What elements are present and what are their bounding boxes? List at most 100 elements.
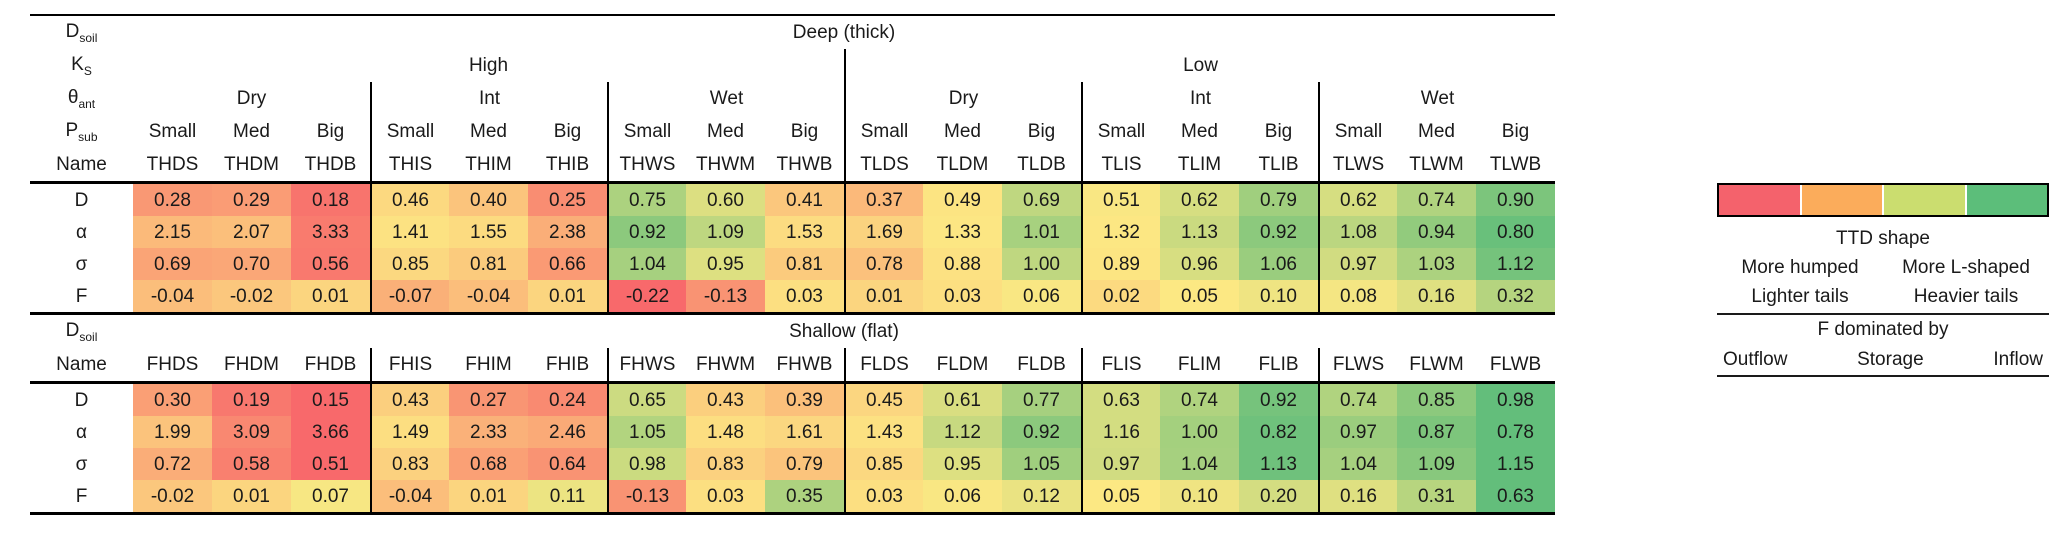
legend-segment-orange <box>1801 185 1882 215</box>
value-cell: 0.74 <box>1318 384 1397 416</box>
value-cell: 0.08 <box>1318 280 1397 312</box>
value-cell: 0.01 <box>528 280 607 312</box>
value-cell: 0.10 <box>1160 480 1239 512</box>
value-cell: 0.41 <box>765 184 844 216</box>
value-cell: 0.85 <box>1397 384 1476 416</box>
value-cell: 0.63 <box>1081 384 1160 416</box>
value-cell: 1.08 <box>1318 216 1397 248</box>
value-cell: -0.13 <box>686 280 765 312</box>
value-cell: -0.04 <box>449 280 528 312</box>
value-cell: 1.32 <box>1081 216 1160 248</box>
value-cell: 0.56 <box>291 248 370 280</box>
value-cell: 0.45 <box>844 384 923 416</box>
value-cell: 0.74 <box>1397 184 1476 216</box>
table-row: Name THDS THDM THDB THIS THIM THIB THWS THWM THWB… <box>30 148 1555 184</box>
value-cell: 0.90 <box>1476 184 1555 216</box>
legend-shape-left: More humped <box>1741 257 1859 278</box>
value-cell: 0.39 <box>765 384 844 416</box>
table-row: Dsoil Shallow (flat) <box>30 315 1555 348</box>
value-cell: 1.09 <box>1397 448 1476 480</box>
value-cell: 0.85 <box>844 448 923 480</box>
table-row: D 0.30 0.19 0.15 0.43 0.27 0.24 0.65 0.43 0.39 0.4… <box>30 384 1555 416</box>
value-cell: 1.15 <box>1476 448 1555 480</box>
col-name: FHWB <box>776 354 833 375</box>
param-label-psub: Psub <box>65 119 98 144</box>
col-name: THWB <box>776 154 833 175</box>
psub-label: Med <box>470 121 507 142</box>
row-label: α <box>76 421 87 443</box>
value-cell: 1.69 <box>844 216 923 248</box>
value-cell: 1.53 <box>765 216 844 248</box>
value-cell: 0.05 <box>1160 280 1239 312</box>
value-cell: 0.20 <box>1239 480 1318 512</box>
value-cell: 0.63 <box>1476 480 1555 512</box>
value-cell: 0.58 <box>212 448 291 480</box>
name-row-label: Name <box>56 354 107 375</box>
value-cell: 0.96 <box>1160 248 1239 280</box>
value-cell: 1.55 <box>449 216 528 248</box>
row-label: σ <box>75 453 88 475</box>
col-name: FHDB <box>304 354 357 375</box>
value-cell: 0.32 <box>1476 280 1555 312</box>
legend-title: TTD shape <box>1836 228 1930 249</box>
col-name: FHIS <box>370 348 449 381</box>
value-cell: 0.98 <box>1476 384 1555 416</box>
legend-f-outflow: Outflow <box>1723 349 1788 370</box>
value-cell: 0.81 <box>765 248 844 280</box>
value-cell: 0.24 <box>528 384 607 416</box>
col-name: TLDB <box>1017 154 1066 175</box>
legend-shape-labels: More humped More L-shaped <box>1717 253 2049 282</box>
value-cell: 0.61 <box>923 384 1002 416</box>
value-cell: 1.05 <box>607 416 686 448</box>
value-cell: 0.83 <box>686 448 765 480</box>
param-label-theta: θant <box>67 86 96 111</box>
col-name: THIB <box>545 154 590 175</box>
col-name: FHWS <box>607 348 686 381</box>
value-cell: 0.49 <box>923 184 1002 216</box>
value-cell: 0.51 <box>291 448 370 480</box>
col-name: FLWB <box>1489 354 1542 375</box>
legend-shape-right: More L-shaped <box>1902 257 2030 278</box>
psub-label: Small <box>607 115 686 148</box>
value-cell: 0.72 <box>133 448 212 480</box>
col-name: TLIM <box>1177 154 1222 175</box>
value-cell: 0.85 <box>370 248 449 280</box>
table-row: Dsoil Deep (thick) <box>30 14 1555 49</box>
row-label: F <box>75 485 88 507</box>
value-cell: 0.62 <box>1160 184 1239 216</box>
value-cell: 0.92 <box>1239 216 1318 248</box>
psub-label: Med <box>1418 121 1455 142</box>
table-row: Name FHDS FHDM FHDB FHIS FHIM FHIB FHWS FHWM FHWB… <box>30 348 1555 384</box>
col-name: FHIM <box>465 354 512 375</box>
value-cell: 1.48 <box>686 416 765 448</box>
col-name: FLWM <box>1409 354 1464 375</box>
col-name: FLWS <box>1318 348 1397 381</box>
value-cell: 0.97 <box>1318 248 1397 280</box>
value-cell: 0.77 <box>1002 384 1081 416</box>
psub-label: Big <box>790 121 819 142</box>
legend-segment-red <box>1719 185 1800 215</box>
row-label: D <box>74 389 89 411</box>
value-cell: 3.66 <box>291 416 370 448</box>
table-row: σ 0.72 0.58 0.51 0.83 0.68 0.64 0.98 0.83 0.79 0.8… <box>30 448 1555 480</box>
value-cell: 0.43 <box>370 384 449 416</box>
value-cell: 0.89 <box>1081 248 1160 280</box>
col-name: TLWS <box>1318 148 1397 181</box>
value-cell: 0.15 <box>291 384 370 416</box>
value-cell: 1.49 <box>370 416 449 448</box>
col-name: TLWB <box>1489 154 1542 175</box>
legend-f-labels: Outflow Storage Inflow <box>1717 345 2049 377</box>
value-cell: 0.80 <box>1476 216 1555 248</box>
legend-tails-left: Lighter tails <box>1751 286 1849 307</box>
value-cell: 0.10 <box>1239 280 1318 312</box>
value-cell: 0.07 <box>291 480 370 512</box>
param-label-dsoil: Dsoil <box>65 20 98 45</box>
table-row: θant Dry Int Wet Dry Int Wet <box>30 82 1555 115</box>
value-cell: 0.92 <box>607 216 686 248</box>
value-cell: 0.65 <box>607 384 686 416</box>
value-cell: 0.12 <box>1002 480 1081 512</box>
value-cell: 1.04 <box>607 248 686 280</box>
legend-tails-right: Heavier tails <box>1913 286 2019 307</box>
value-cell: -0.07 <box>370 280 449 312</box>
value-cell: 0.01 <box>291 280 370 312</box>
